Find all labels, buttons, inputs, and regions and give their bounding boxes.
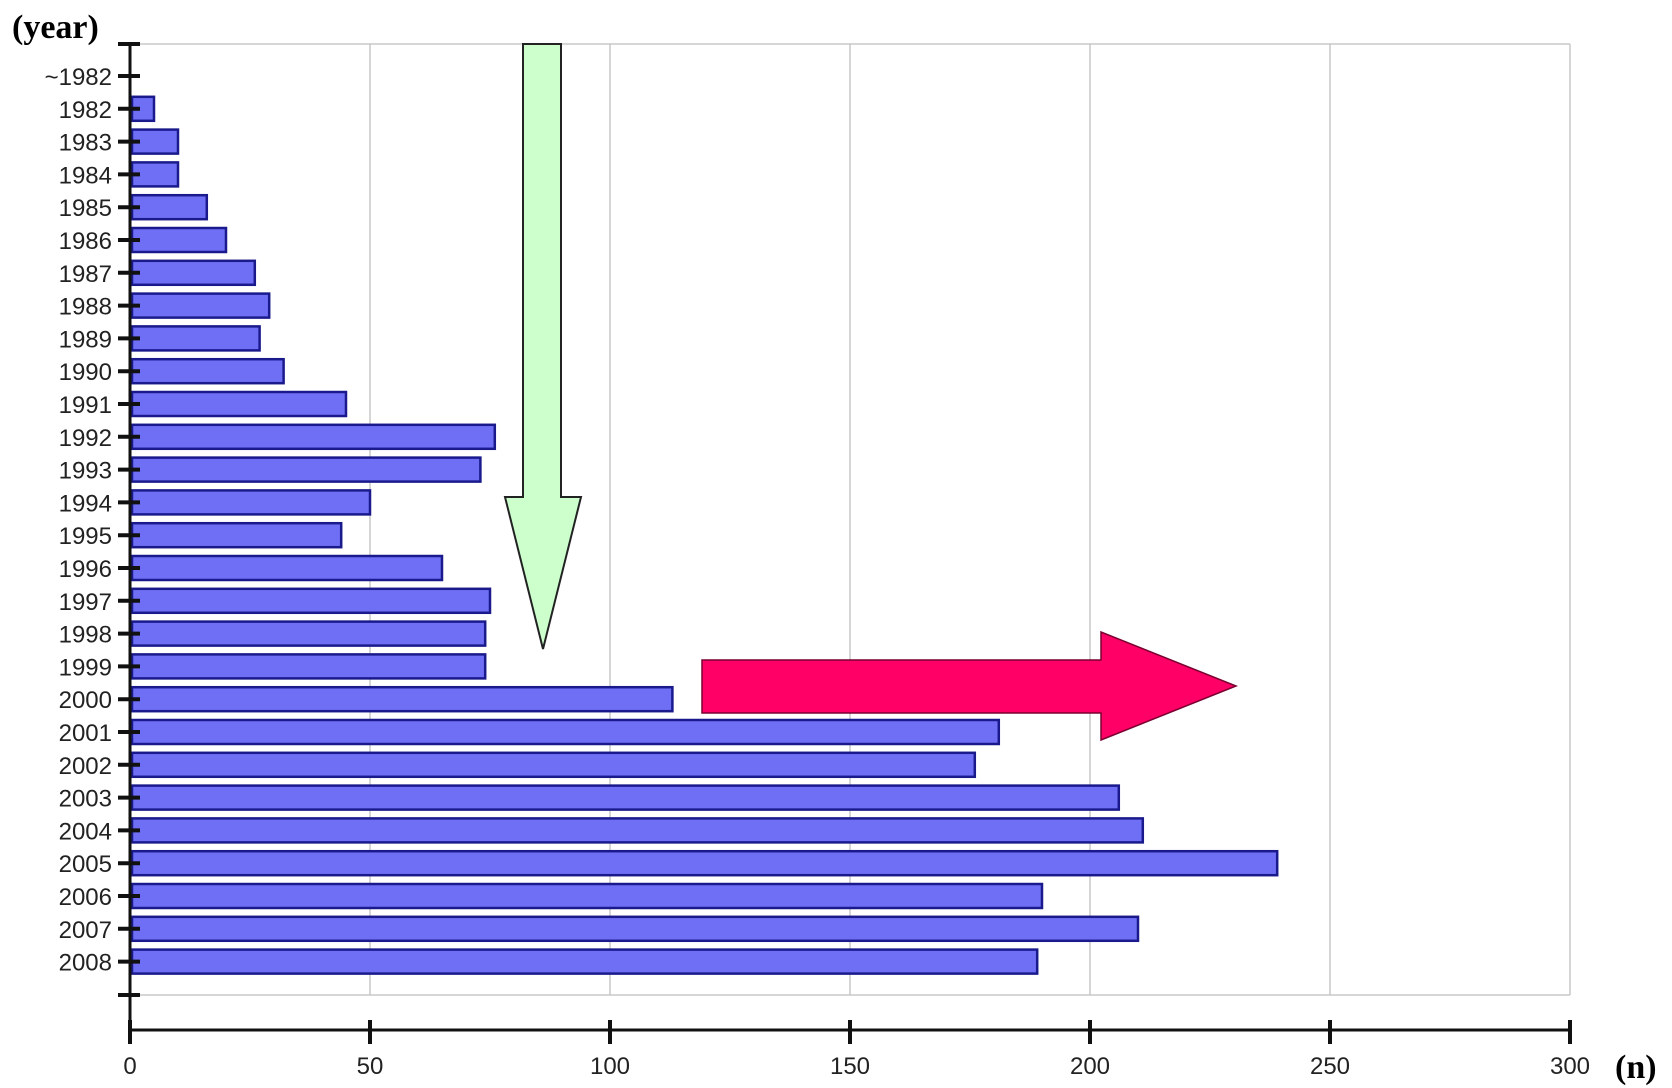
bar (130, 817, 1145, 844)
x-tick-label: 100 (590, 1053, 630, 1080)
bar (130, 653, 487, 680)
y-axis-unit-label: (year) (12, 9, 99, 46)
x-tick-label: 50 (357, 1053, 384, 1080)
labels-layer: 0 50 100 150 200 250 300 ~1982 1982 1983 1984 1985 1… (45, 64, 1590, 1080)
x-axis-unit-label: (n) (1615, 1049, 1657, 1086)
grid-layer (130, 43, 1571, 996)
y-tick-label: 2001 (59, 720, 112, 747)
bar (130, 587, 492, 615)
x-tick-label: 250 (1310, 1053, 1350, 1080)
bar (130, 226, 228, 254)
bar (130, 554, 444, 582)
bar (130, 882, 1044, 910)
y-tick-label: 2008 (59, 950, 112, 977)
y-tick-label: 1985 (59, 195, 112, 222)
y-tick-label: 2004 (59, 818, 112, 845)
x-tick-label: 0 (123, 1053, 136, 1080)
bar (130, 456, 482, 483)
x-tick-label: 200 (1070, 1053, 1110, 1080)
axes-layer (118, 42, 1572, 1044)
y-tick-label: 1993 (59, 458, 112, 485)
bar (130, 193, 209, 221)
bar (130, 259, 257, 287)
bars-layer (130, 95, 1279, 975)
bar (130, 915, 1140, 943)
y-tick-label: 1982 (59, 97, 112, 124)
annotations-layer (503, 43, 1239, 742)
y-tick-label: 2003 (59, 786, 112, 813)
bar (130, 751, 977, 779)
bar (130, 357, 285, 385)
down-arrow-annotation (503, 43, 583, 650)
y-tick-label: 1983 (59, 130, 112, 157)
y-tick-label: 1984 (59, 162, 112, 189)
bar (130, 521, 343, 549)
y-tick-label: 1989 (59, 326, 112, 353)
y-tick-label: ~1982 (45, 64, 112, 91)
bar (130, 948, 1039, 975)
y-tick-label: 1998 (59, 622, 112, 649)
y-tick-label: 2007 (59, 917, 112, 944)
bar (130, 489, 372, 516)
y-tick-label: 2000 (59, 687, 112, 714)
x-tick-label: 150 (830, 1053, 870, 1080)
bar (130, 620, 487, 647)
y-tick-label: 1986 (59, 228, 112, 255)
y-tick-label: 1992 (59, 425, 112, 452)
bar (130, 685, 674, 713)
y-tick-label: 1997 (59, 589, 112, 616)
bar (130, 325, 261, 352)
bar (130, 718, 1001, 746)
y-tick-label: 2006 (59, 884, 112, 911)
y-tick-label: 1987 (59, 261, 112, 288)
bar (130, 423, 497, 451)
y-tick-label: 2005 (59, 851, 112, 878)
right-arrow-annotation (701, 630, 1239, 742)
bar (130, 292, 271, 319)
y-tick-label: 1994 (59, 490, 112, 517)
y-tick-label: 1999 (59, 654, 112, 681)
bar (130, 390, 348, 418)
y-tick-label: 1991 (59, 392, 112, 419)
x-tick-label: 300 (1550, 1053, 1590, 1080)
y-tick-label: 1990 (59, 359, 112, 386)
y-tick-label: 1996 (59, 556, 112, 583)
y-tick-label: 1995 (59, 523, 112, 550)
y-tick-label: 2002 (59, 753, 112, 780)
y-tick-label: 1988 (59, 294, 112, 321)
bar (130, 849, 1279, 877)
bar (130, 784, 1121, 811)
